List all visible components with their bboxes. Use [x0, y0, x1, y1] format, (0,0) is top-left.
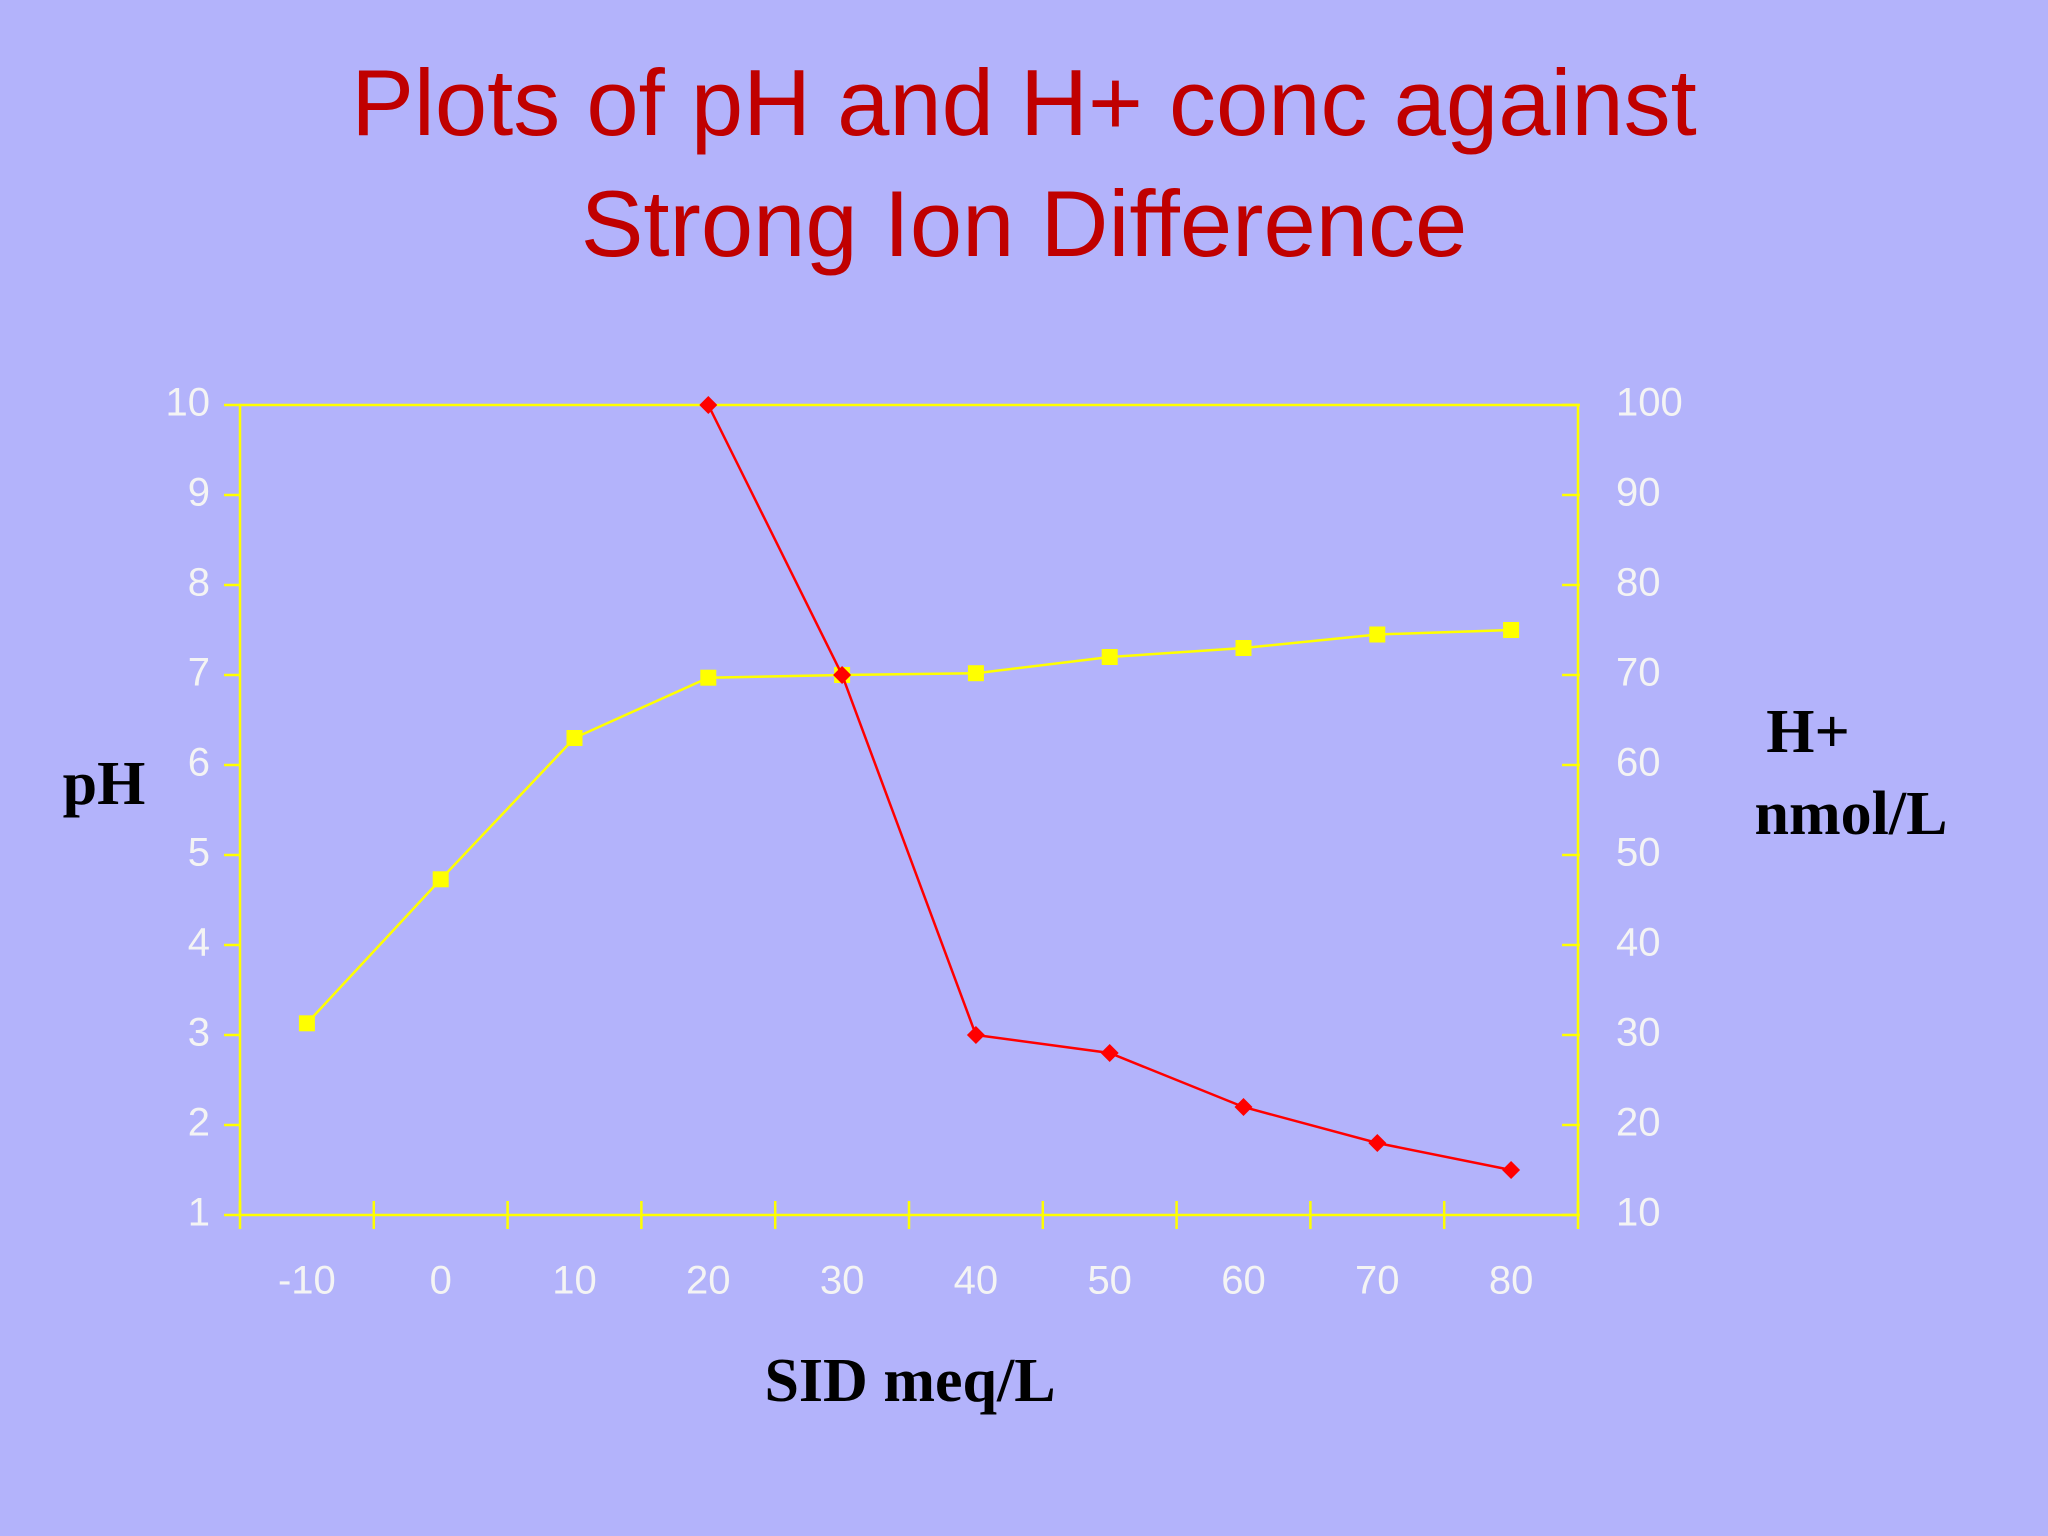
- y-tick-label: 8: [188, 561, 210, 605]
- point: [967, 665, 984, 682]
- x-tick-label: 40: [954, 1259, 999, 1303]
- y-tick-label: 5: [188, 831, 210, 875]
- y2-tick-label: 10: [1616, 1191, 1661, 1235]
- y-axis-title: pH: [63, 750, 146, 818]
- x-axis-title: SID meq/L: [764, 1347, 1055, 1415]
- x-tick-label: -10: [278, 1259, 336, 1303]
- y2-tick-label: 40: [1616, 921, 1661, 965]
- x-tick-label: 50: [1087, 1259, 1132, 1303]
- x-tick-label: 10: [552, 1259, 597, 1303]
- y-tick-label: 7: [188, 651, 210, 695]
- y2-tick-label: 60: [1616, 741, 1661, 785]
- x-tick-label: 0: [430, 1259, 452, 1303]
- point: [432, 871, 449, 888]
- point: [1100, 1044, 1119, 1062]
- point: [1502, 1161, 1521, 1179]
- x-tick-label: 20: [686, 1259, 731, 1303]
- x-tick-label: 80: [1489, 1259, 1534, 1303]
- y2-tick-label: 90: [1616, 471, 1661, 515]
- point: [1368, 1134, 1387, 1152]
- point: [966, 1026, 985, 1044]
- y2-axis-title: nmol/L: [1755, 780, 1948, 848]
- point: [1101, 649, 1118, 665]
- y-tick-label: 1: [188, 1191, 210, 1235]
- chart-title: Strong Ion Difference: [581, 171, 1468, 276]
- point: [1369, 626, 1386, 643]
- point: [566, 730, 583, 746]
- y-tick-label: 4: [188, 921, 210, 965]
- y-tick-label: 3: [188, 1011, 210, 1055]
- point: [699, 396, 718, 414]
- x-tick-label: 60: [1221, 1259, 1266, 1303]
- point: [700, 669, 717, 686]
- y2-tick-label: 20: [1616, 1101, 1661, 1145]
- y2-tick-label: 50: [1616, 831, 1661, 875]
- x-tick-label: 70: [1355, 1259, 1400, 1303]
- y-tick-label: 2: [188, 1101, 210, 1145]
- y2-tick-label: 100: [1616, 381, 1683, 425]
- y2-tick-label: 70: [1616, 651, 1661, 695]
- y2-tick-label: 30: [1616, 1011, 1661, 1055]
- point: [298, 1015, 315, 1032]
- chart-title: Plots of pH and H+ conc against: [351, 50, 1697, 155]
- point: [1503, 622, 1520, 638]
- y2-axis-title: H+: [1766, 698, 1850, 766]
- point: [1234, 1098, 1253, 1116]
- y-tick-label: 9: [188, 471, 210, 515]
- y2-tick-label: 80: [1616, 561, 1661, 605]
- y-tick-label: 6: [188, 741, 210, 785]
- point: [833, 666, 852, 684]
- series-line: [305, 628, 1512, 1025]
- x-tick-label: 30: [820, 1259, 865, 1303]
- y-tick-label: 10: [166, 381, 211, 425]
- point: [1235, 640, 1252, 656]
